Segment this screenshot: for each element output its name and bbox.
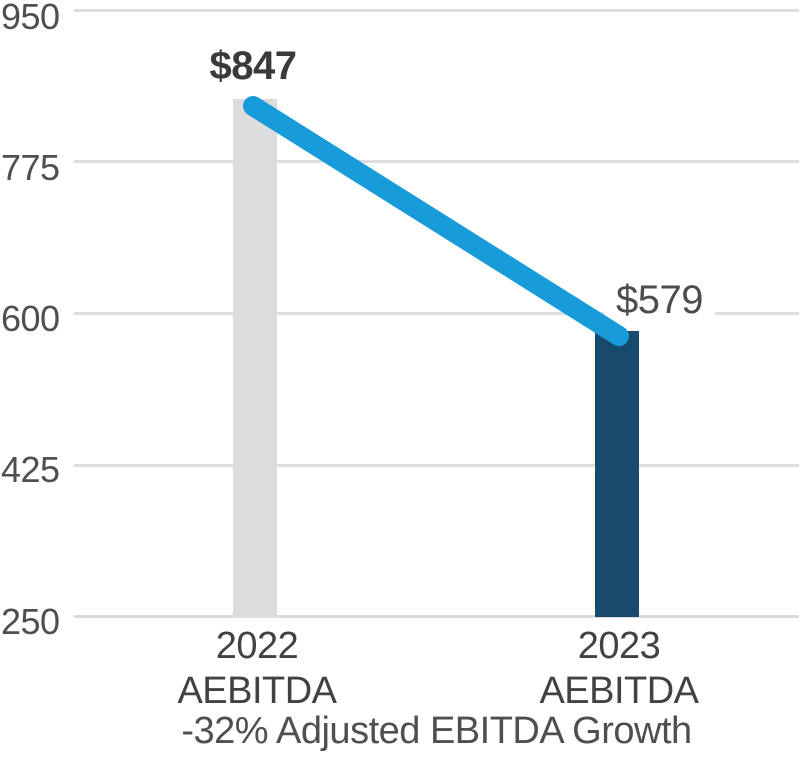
x-label-2022: 2022 AEBITDA xyxy=(107,624,407,714)
x-label-2022-year: 2022 xyxy=(215,625,299,667)
trend-line-segment xyxy=(243,96,629,346)
value-label-2023: $579 xyxy=(604,278,715,322)
x-label-2022-metric: AEBITDA xyxy=(177,670,337,712)
gridline-950 xyxy=(74,9,799,12)
chart-caption: -32% Adjusted EBITDA Growth xyxy=(181,710,692,752)
y-tick-950: 950 xyxy=(1,0,60,37)
bar-2023-aebitda xyxy=(595,331,639,617)
x-label-2023-metric: AEBITDA xyxy=(539,670,699,712)
gridline-775 xyxy=(74,160,799,163)
baseline-axis xyxy=(74,615,799,618)
x-label-2023-year: 2023 xyxy=(577,625,661,667)
x-label-2023: 2023 AEBITDA xyxy=(469,624,769,714)
gridline-425 xyxy=(74,464,799,467)
y-tick-775: 775 xyxy=(1,147,60,188)
value-label-2022: $847 xyxy=(209,44,297,88)
y-tick-250: 250 xyxy=(1,601,60,642)
y-tick-600: 600 xyxy=(1,298,60,339)
bar-2022-aebitda xyxy=(233,99,277,617)
y-tick-425: 425 xyxy=(1,449,60,490)
